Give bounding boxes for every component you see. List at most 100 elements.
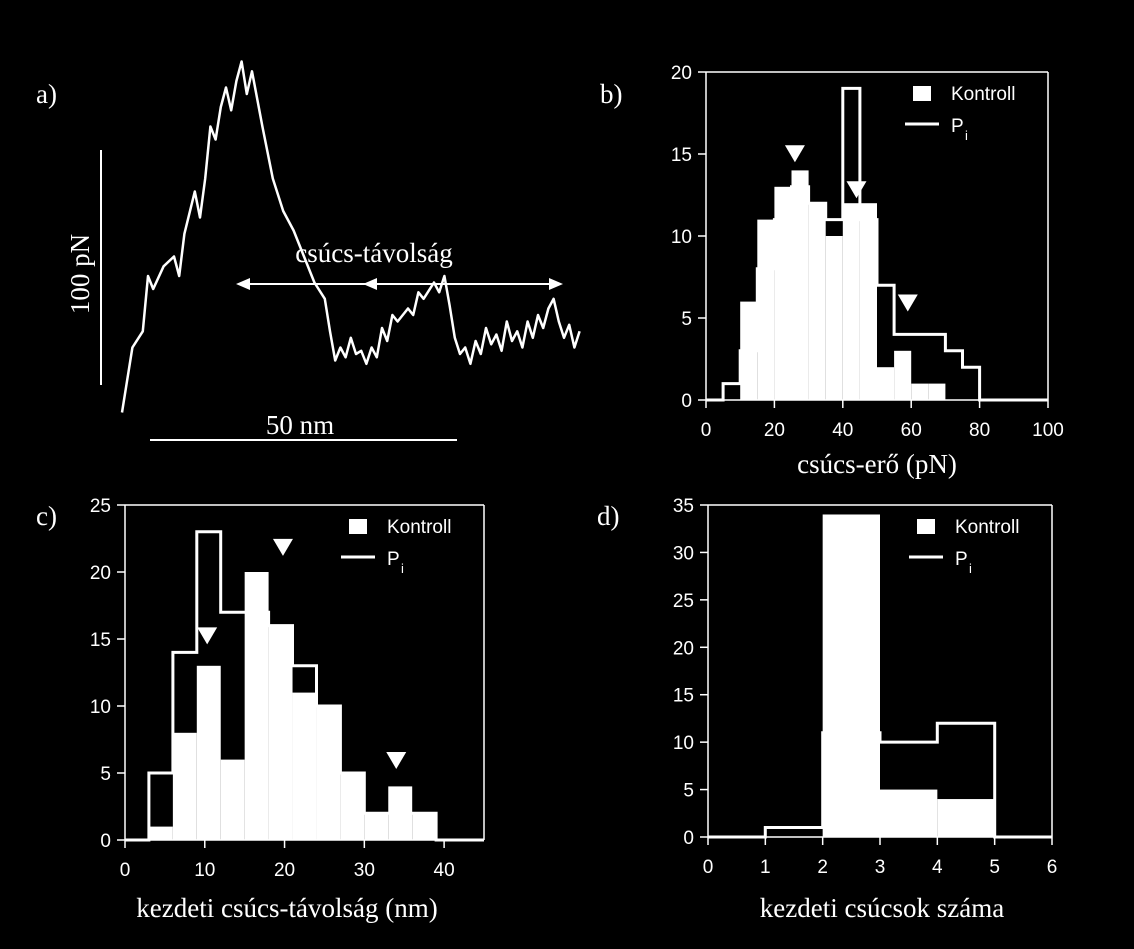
- peak-marker: [846, 181, 867, 199]
- bar-kontroll: [148, 826, 173, 840]
- x-tick-label: 2: [817, 857, 828, 878]
- legend-label-pi-subscript: i: [401, 561, 404, 576]
- x-scale-label: 50 nm: [266, 410, 334, 440]
- bar-kontroll: [172, 732, 197, 840]
- series-pi-outline: [706, 86, 1048, 402]
- peak-marker: [386, 751, 407, 769]
- legend-label-pi: P: [955, 549, 968, 570]
- arrow-head-right: [549, 278, 563, 290]
- y-tick-label: 15: [673, 686, 694, 707]
- x-axis-label: csúcs-erő (pN): [797, 449, 957, 479]
- x-tick-label: 0: [703, 857, 714, 878]
- panel-b-label: b): [600, 79, 623, 109]
- panel-c: c) 0 10 20 30 40 0 5 10 15 20 25 Kontroll P i kezdeti…: [36, 496, 485, 923]
- y-tick-label: 10: [671, 227, 692, 248]
- bar-kontroll: [757, 219, 775, 400]
- y-tick-label: 35: [673, 496, 694, 517]
- x-tick-label: 1: [760, 857, 771, 878]
- legend-label-kontroll: Kontroll: [951, 84, 1015, 105]
- bar-kontroll: [220, 759, 245, 840]
- bar-kontroll: [859, 203, 877, 400]
- x-tick-label: 40: [434, 860, 455, 881]
- histogram-initial-peak-distance: 0 10 20 30 40 0 5 10 15 20 25 Kontroll P i: [90, 496, 485, 881]
- x-tick-label: 40: [832, 420, 853, 441]
- bar-kontroll: [268, 625, 293, 840]
- panel-a-label: a): [36, 79, 57, 109]
- x-tick-label: 20: [274, 860, 295, 881]
- y-tick-label: 25: [673, 591, 694, 612]
- y-tick-label: 15: [671, 145, 692, 166]
- bar-kontroll: [791, 170, 809, 400]
- y-tick-label: 5: [683, 781, 694, 802]
- y-tick-label: 15: [90, 630, 111, 651]
- bar-kontroll: [911, 383, 929, 400]
- series-pi-outline: [125, 530, 484, 842]
- force-trace: [120, 60, 581, 413]
- peak-marker: [272, 538, 293, 556]
- bar-kontroll: [842, 203, 860, 400]
- panel-a: a) 100 pN 50 nm csúcs-távolság: [36, 60, 581, 441]
- x-tick-label: 30: [354, 860, 375, 881]
- panel-c-label: c): [36, 501, 57, 531]
- legend-label-kontroll: Kontroll: [387, 517, 451, 538]
- y-tick-label: 20: [90, 563, 111, 584]
- legend-label-kontroll: Kontroll: [955, 517, 1019, 538]
- histogram-initial-peak-count: 0 1 2 3 4 5 6 0 5 10 15 20 25 30 35 Kontroll P i: [673, 496, 1057, 878]
- peak-marker: [784, 145, 805, 163]
- x-tick-label: 0: [120, 860, 131, 881]
- legend-swatch-kontroll: [349, 519, 367, 534]
- y-tick-label: 25: [90, 496, 111, 517]
- bar-kontroll: [292, 692, 317, 840]
- x-tick-label: 60: [901, 420, 922, 441]
- legend-swatch-kontroll: [913, 86, 931, 101]
- y-tick-label: 20: [673, 638, 694, 659]
- bar-kontroll: [894, 350, 912, 400]
- y-tick-label: 5: [681, 309, 692, 330]
- panel-d-label: d): [597, 501, 620, 531]
- bar-kontroll: [244, 572, 269, 840]
- bar-kontroll: [364, 813, 389, 840]
- peak-marker: [197, 627, 218, 645]
- legend-label-pi-subscript: i: [969, 561, 972, 576]
- y-tick-label: 0: [681, 391, 692, 412]
- x-tick-label: 20: [764, 420, 785, 441]
- peak-marker: [897, 294, 918, 312]
- x-tick-label: 3: [875, 857, 886, 878]
- y-tick-label: 0: [683, 828, 694, 849]
- x-tick-label: 100: [1032, 420, 1064, 441]
- x-axis-label: kezdeti csúcs-távolság (nm): [136, 893, 437, 923]
- arrow-head-middle: [363, 278, 377, 290]
- bar-kontroll: [340, 773, 365, 840]
- x-tick-label: 80: [969, 420, 990, 441]
- y-scale-label: 100 pN: [65, 234, 95, 314]
- legend-label-pi: P: [387, 549, 400, 570]
- y-tick-label: 5: [100, 764, 111, 785]
- bar-kontroll: [825, 236, 843, 400]
- bar-kontroll: [928, 383, 946, 400]
- bar-kontroll: [937, 799, 995, 837]
- annotation-peak-distance: csúcs-távolság: [295, 238, 452, 268]
- histogram-peak-force: 0 20 40 60 80 100 0 5 10 15 20 Kontroll P i: [671, 63, 1064, 441]
- y-tick-label: 30: [673, 543, 694, 564]
- bar-kontroll: [774, 186, 792, 400]
- panel-d: d) 0 1 2 3 4 5 6 0 5 10 15 20 25 30 35 Kontroll P i kezde…: [597, 496, 1057, 923]
- x-tick-label: 0: [701, 420, 712, 441]
- legend-swatch-kontroll: [917, 519, 935, 534]
- bar-kontroll: [822, 514, 880, 837]
- series-pi-outline: [708, 721, 1052, 839]
- x-tick-label: 10: [194, 860, 215, 881]
- y-tick-label: 0: [100, 831, 111, 852]
- legend-label-pi: P: [951, 116, 964, 137]
- bar-kontroll: [880, 789, 938, 837]
- y-tick-label: 10: [673, 733, 694, 754]
- bar-kontroll: [808, 203, 826, 400]
- x-tick-label: 5: [989, 857, 1000, 878]
- y-tick-label: 10: [90, 697, 111, 718]
- legend-label-pi-subscript: i: [965, 128, 968, 143]
- bar-kontroll: [877, 367, 895, 400]
- x-tick-label: 4: [932, 857, 943, 878]
- x-tick-label: 6: [1047, 857, 1058, 878]
- y-tick-label: 20: [671, 63, 692, 84]
- x-axis-label: kezdeti csúcsok száma: [760, 893, 1004, 923]
